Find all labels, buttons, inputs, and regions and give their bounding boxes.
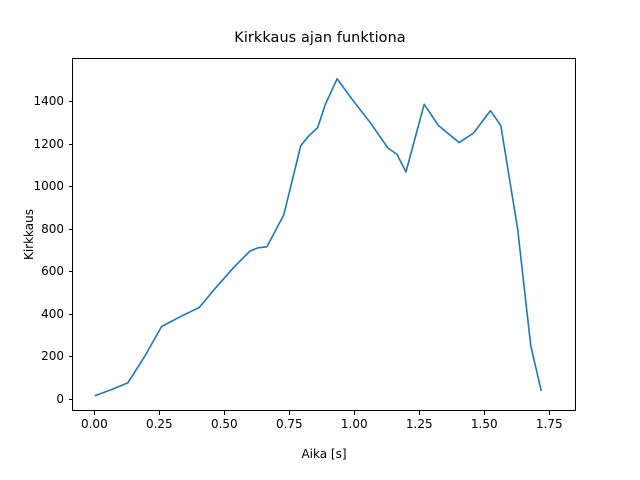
x-tick-label: 0.75 [275,417,303,431]
x-tick-label: 1.25 [405,417,433,431]
plot-area [72,58,576,411]
x-tick-label: 0.00 [80,417,108,431]
x-tick-label: 0.50 [210,417,238,431]
page-title: Kirkkaus ajan funktiona [234,30,406,46]
data-series-line [94,77,542,397]
y-axis-label: Kirkkaus [22,208,36,261]
x-tick-label: 1.50 [470,417,498,431]
x-tick-label: 1.75 [535,417,563,431]
line-series-kirkkaus [94,77,542,397]
x-tick-label: 1.00 [340,417,368,431]
x-tick-label: 0.25 [145,417,173,431]
x-axis-label: Aika [s] [301,447,347,461]
